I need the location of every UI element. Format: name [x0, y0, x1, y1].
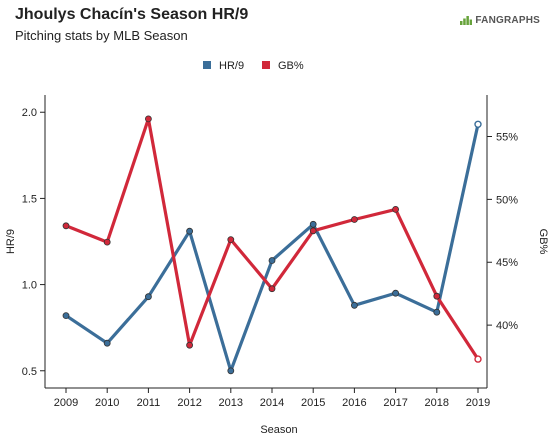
y-left-tick-label: 2.0: [22, 107, 37, 119]
data-point[interactable]: [392, 289, 400, 297]
x-tick-label: 2015: [301, 397, 325, 409]
x-tick-label: 2010: [95, 397, 119, 409]
series-layer: [62, 115, 482, 375]
legend: HR/9 GB%: [203, 60, 304, 72]
data-point[interactable]: [433, 308, 441, 316]
data-point[interactable]: [186, 227, 194, 235]
axes: 0.5 1.0 1.5 2.0 40% 45% 50% 55% 2009 2010 2011 2012…: [5, 95, 549, 436]
data-point[interactable]: [474, 355, 482, 363]
data-point[interactable]: [186, 341, 194, 349]
legend-label: HR/9: [219, 60, 244, 72]
data-point[interactable]: [433, 292, 441, 300]
data-point[interactable]: [474, 120, 482, 129]
brand-logo: FANGRAPHS: [460, 15, 540, 26]
y-left-axis-label: HR/9: [5, 229, 17, 254]
data-point[interactable]: [144, 293, 152, 301]
y-left-tick-label: 1.0: [22, 280, 37, 292]
data-point[interactable]: [62, 222, 70, 230]
y-right-tick-label: 50%: [496, 194, 518, 206]
series-line: [65, 117, 480, 360]
chart-title: Jhoulys Chacín's Season HR/9: [15, 6, 249, 23]
x-tick-label: 2016: [342, 397, 366, 409]
data-point[interactable]: [103, 238, 111, 246]
data-point[interactable]: [350, 216, 358, 223]
x-tick-label: 2009: [54, 397, 78, 409]
y-right-tick-label: 55%: [496, 131, 518, 143]
chart-subtitle: Pitching stats by MLB Season: [15, 28, 188, 43]
data-point[interactable]: [144, 115, 152, 123]
fangraphs-logo-icon: [460, 16, 473, 25]
legend-label: GB%: [278, 60, 304, 72]
series-line: [65, 123, 480, 373]
data-point[interactable]: [103, 339, 111, 347]
data-point[interactable]: [268, 257, 276, 264]
data-point[interactable]: [350, 301, 358, 309]
x-axis-label: Season: [260, 424, 297, 436]
data-point[interactable]: [268, 285, 276, 293]
x-tick-label: 2014: [260, 397, 284, 409]
x-tick-label: 2011: [137, 397, 161, 409]
data-point[interactable]: [309, 227, 317, 235]
y-right-axis-label: GB%: [537, 229, 549, 255]
legend-swatch: [262, 61, 270, 69]
data-point[interactable]: [227, 236, 235, 244]
data-point[interactable]: [227, 367, 235, 375]
x-tick-label: 2018: [425, 397, 449, 409]
y-left-tick-label: 0.5: [22, 366, 37, 378]
brand-name: FANGRAPHS: [475, 15, 540, 26]
data-point[interactable]: [309, 220, 317, 228]
y-left-tick-label: 1.5: [22, 193, 37, 205]
data-point[interactable]: [392, 205, 400, 213]
y-right-tick-label: 45%: [496, 257, 518, 269]
x-tick-label: 2019: [466, 397, 490, 409]
x-tick-label: 2017: [383, 397, 407, 409]
legend-swatch: [203, 61, 211, 69]
data-point[interactable]: [62, 312, 70, 320]
x-tick-label: 2012: [177, 397, 201, 409]
x-tick-label: 2013: [219, 397, 243, 409]
y-right-tick-label: 40%: [496, 320, 518, 332]
